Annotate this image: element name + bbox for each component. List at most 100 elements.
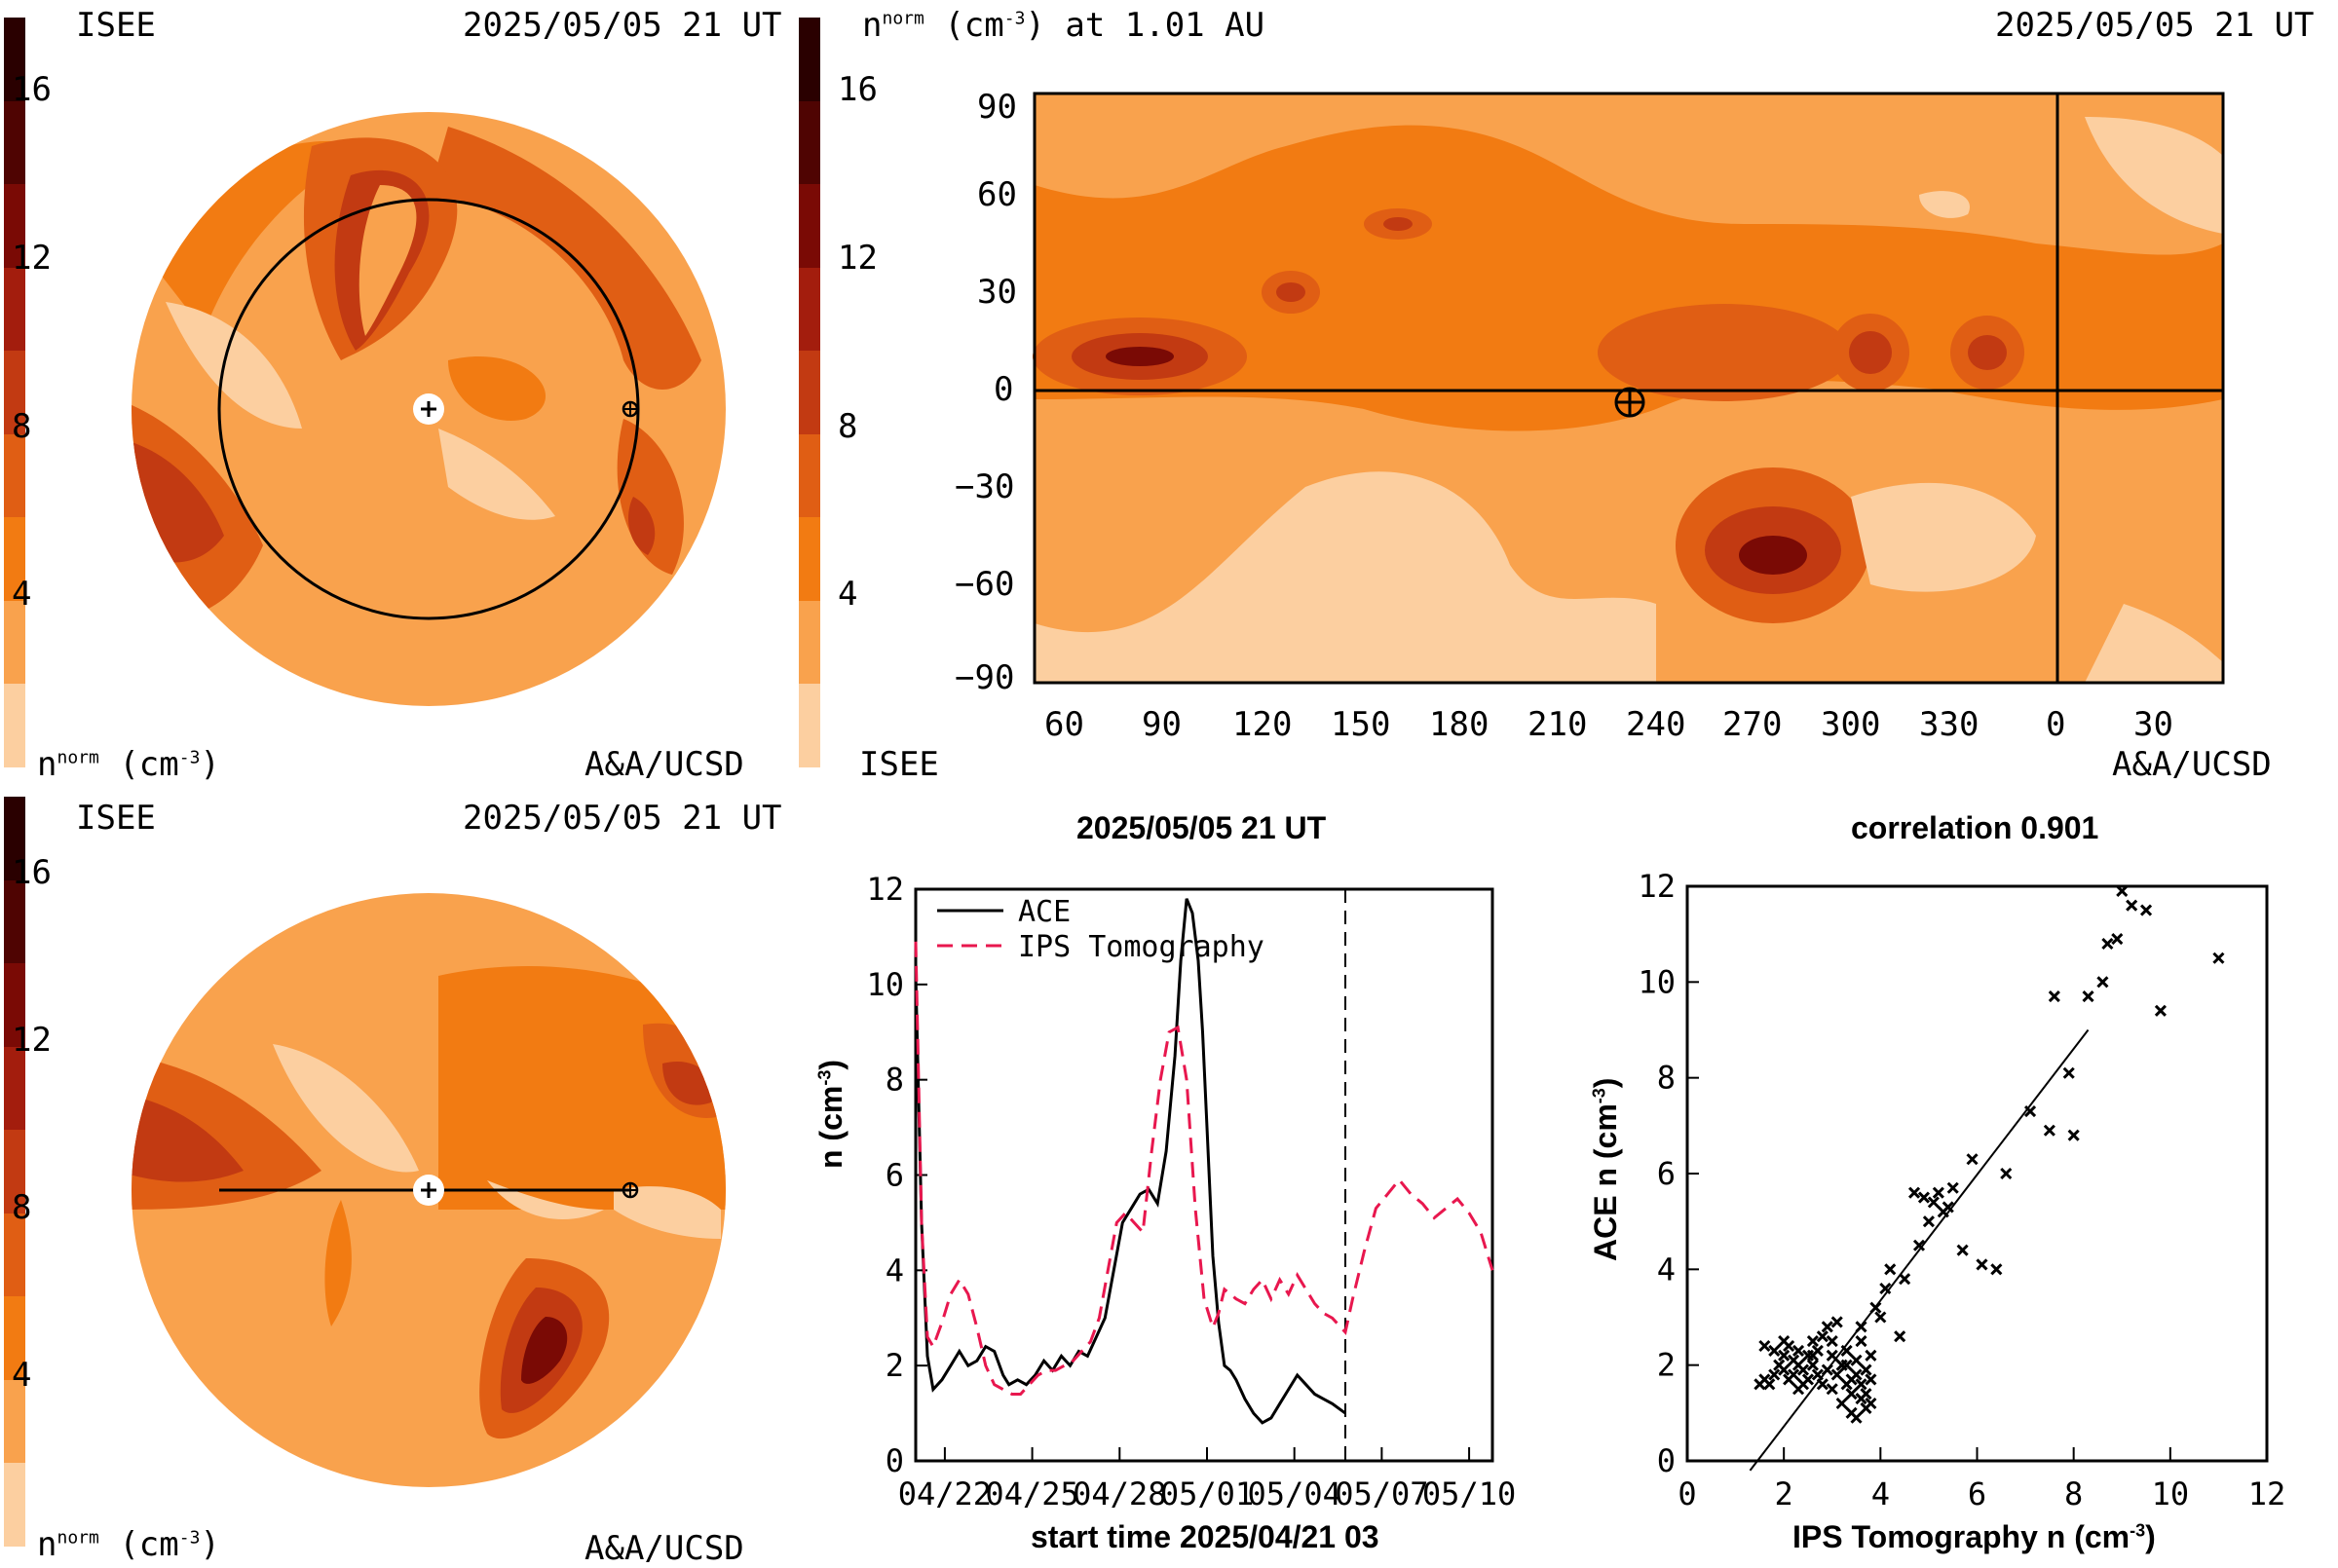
panel-b-x-tick: 180 [1429,705,1490,744]
scatter-ytick-label: 0 [1657,1442,1676,1479]
scatter-point [1845,1373,1858,1386]
scatter-ytick-label: 2 [1657,1347,1676,1384]
scatter-point [1796,1363,1810,1376]
scatter-point [1966,1153,1979,1166]
scatter-point [2139,904,2153,916]
scatter-xtick-label: 0 [1678,1475,1696,1512]
scatter-point [1835,1397,1848,1410]
scatter-point [1927,1196,1940,1209]
scatter-point [1874,1311,1887,1324]
line-chart-ytick-label: 12 [866,871,904,908]
scatter-point [2111,933,2124,946]
colorbar-segment [4,18,25,101]
scatter-ytick-label: 8 [1657,1060,1676,1097]
panel-b-x-tick: 300 [1821,705,1881,744]
panel-b-credit: A&A/UCSD [2112,745,2272,784]
scatter-point [2062,1066,2075,1079]
scatter-point [1788,1368,1800,1381]
scatter-point [2126,899,2138,912]
scatter-point [1840,1344,1853,1357]
scatter-point [2000,1167,2013,1180]
line-chart-ytick-label: 10 [866,966,904,1003]
line-chart-xtick-label: 05/07 [1335,1475,1428,1512]
scatter-point [1791,1383,1805,1396]
series-line-ips-tomography [914,941,1494,1396]
line-chart-xlabel: start time 2025/04/21 03 [1031,1519,1379,1554]
scatter-point [2067,1129,2080,1141]
scatter-point [1778,1349,1791,1362]
scatter-ytick-label: 12 [1638,868,1676,905]
panel-b-x-tick: 330 [1919,705,1980,744]
scatter-point [1778,1335,1791,1348]
scatter-point [2096,976,2109,989]
scatter-point [1816,1330,1829,1343]
scatter-point [1990,1263,2003,1276]
scatter-point [1855,1321,1867,1333]
line-chart-xtick-label: 05/10 [1422,1475,1516,1512]
line-chart-xtick-label: 04/25 [985,1475,1078,1512]
scatter-point [1830,1316,1843,1328]
scatter-title: correlation 0.901 [1851,810,2099,845]
scatter-point [1922,1215,1935,1228]
panel-b-x-tick: 270 [1722,705,1783,744]
colorbar-segment [4,600,25,685]
panel-b-institution: ISEE [859,745,939,784]
line-chart-xtick-label: 04/28 [1073,1475,1166,1512]
colorbar-segment [799,433,820,518]
scatter-point [1899,1273,1911,1286]
panel-a-credit: A&A/UCSD [584,745,744,784]
colorbar-segment [799,184,820,268]
colorbar-segment [4,1296,25,1380]
panel-b-y-tick: 30 [977,273,1017,312]
series-line-ace [914,898,1346,1425]
line-chart-title: 2025/05/05 21 UT [1076,810,1327,845]
line-chart-ytick-label: 8 [886,1062,904,1099]
scatter-ytick-label: 10 [1638,963,1676,1000]
regression-line [1749,1028,2090,1472]
scatter-xlabel: IPS Tomography n (cm-3) [1792,1519,2156,1554]
panel-c-cb-tick: 8 [12,1188,32,1227]
colorbar-segment [4,351,25,434]
line-chart-ytick-label: 2 [886,1347,904,1384]
colorbar-segment [4,1463,25,1547]
panel-b-title: nnorm (cm-3) at 1.01 AU [862,6,1265,45]
panel-b-x-tick: 60 [1044,705,1084,744]
panel-b-timestamp: 2025/05/05 21 UT [1995,6,2315,45]
scatter-point [1806,1335,1819,1348]
scatter-point [1821,1321,1833,1333]
scatter-ytick-label: 4 [1657,1251,1676,1288]
colorbar-segment [4,963,25,1047]
scatter-xtick-label: 4 [1871,1475,1890,1512]
panel-b-cb-tick: 12 [838,239,878,278]
line-chart-xtick-label: 05/01 [1160,1475,1254,1512]
scatter-point [1855,1378,1867,1391]
scatter-point [1821,1363,1833,1376]
scatter-point [1869,1301,1882,1314]
colorbar-segment [4,1130,25,1213]
scatter-point [1768,1368,1781,1381]
line-chart-xtick-label: 05/04 [1248,1475,1341,1512]
scatter-point [1865,1349,1877,1362]
colorbar-segment [799,351,820,434]
scatter-point [1942,1201,1954,1213]
panel-b-y-tick: 60 [977,175,1017,214]
scatter-xtick-label: 8 [2064,1475,2083,1512]
scatter-point [1884,1263,1897,1276]
scatter-point [2154,1004,2167,1017]
scatter-point [2048,990,2060,1003]
panel-a-cb-tick: 8 [12,407,32,446]
colorbar-segment [4,879,25,964]
panel-b-x-tick: 120 [1232,705,1293,744]
panel-b-y-tick: 0 [994,370,1014,409]
colorbar-segment [799,100,820,185]
panel-b-y-tick: −90 [955,658,1015,697]
scatter-point [1850,1354,1863,1366]
panel-b-cb-tick: 4 [838,575,858,614]
scatter-point [1860,1363,1872,1376]
scatter-xtick-label: 6 [1968,1475,1986,1512]
scatter-point [1865,1397,1877,1410]
colorbar-segment [4,433,25,518]
panel-a-density-disk [132,112,726,706]
panel-b-y-tick: −30 [955,467,1015,506]
